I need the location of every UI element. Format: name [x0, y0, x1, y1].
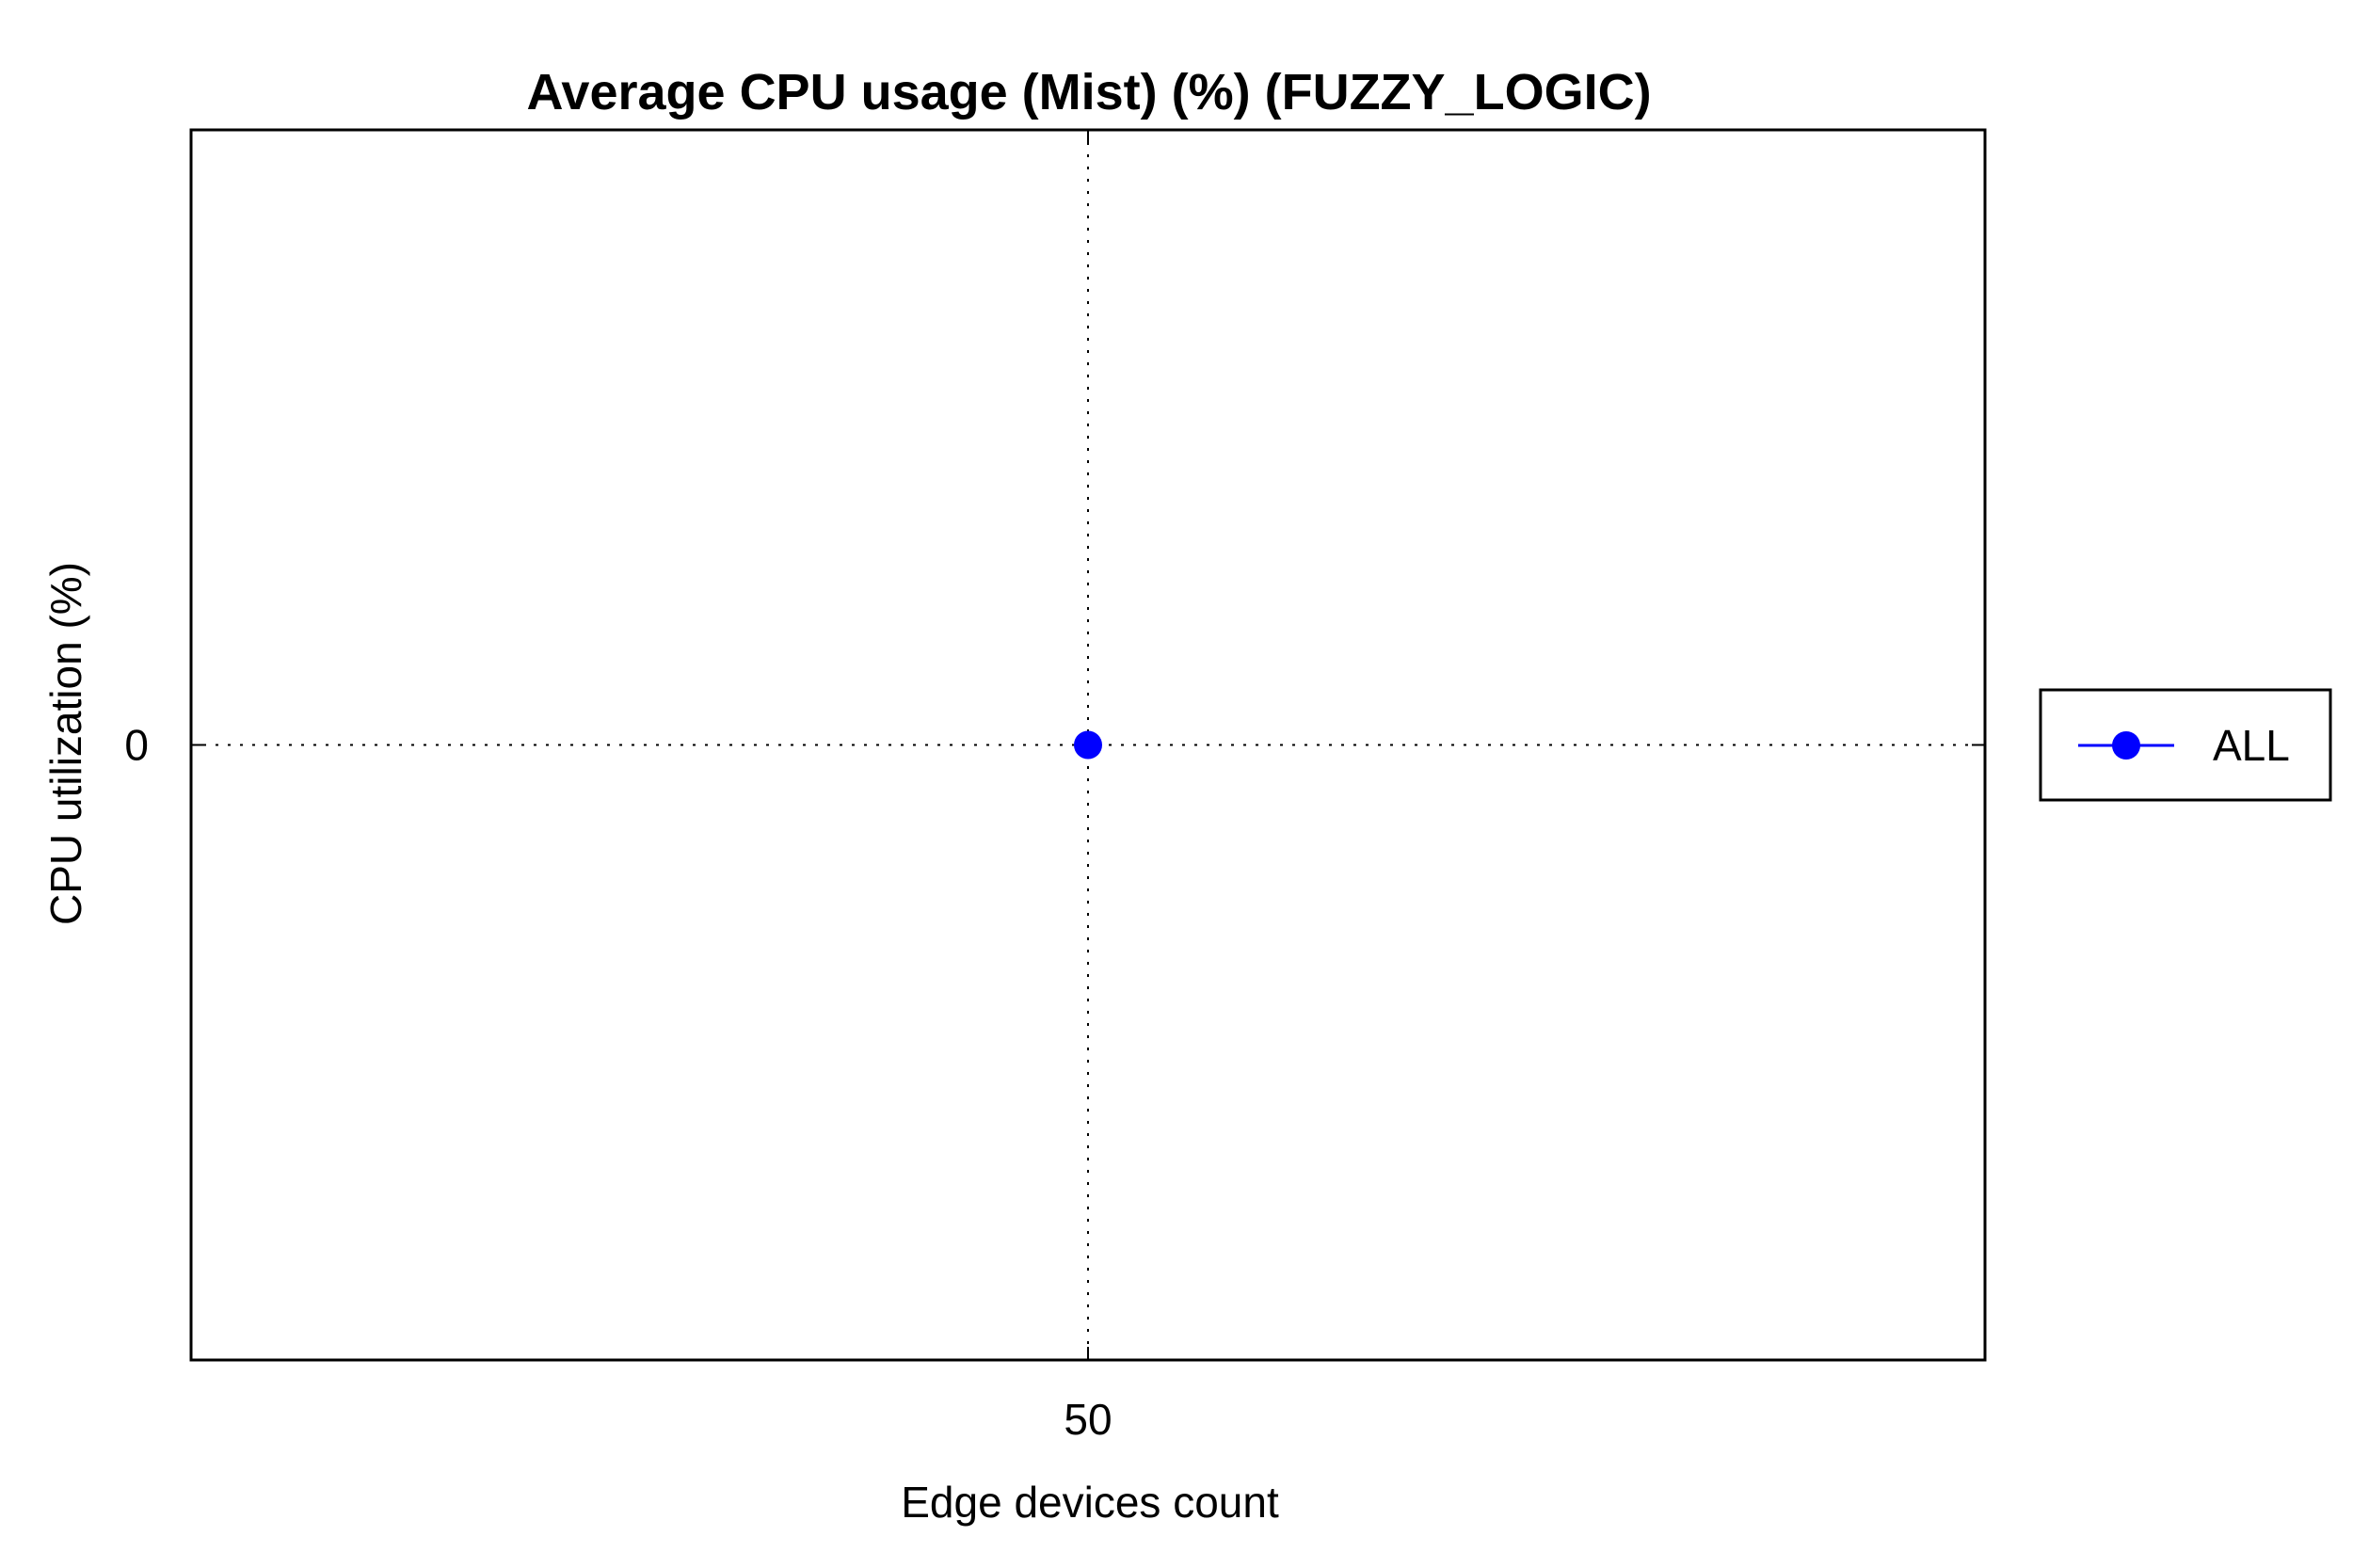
grid-lines	[191, 130, 1985, 1360]
legend-marker	[2112, 731, 2140, 760]
legend-label-all: ALL	[2213, 721, 2290, 770]
legend: ALL	[2039, 688, 2332, 802]
x-axis-label: Edge devices count	[901, 1478, 1279, 1527]
axis-ticks: 50 0	[124, 130, 1985, 1444]
data-point	[1074, 730, 1102, 760]
y-tick-label: 0	[124, 721, 149, 770]
series-layer	[1074, 730, 1102, 760]
y-axis-label: CPU utilization (%)	[41, 562, 90, 925]
chart-title: Average CPU usage (Mist) (%) (FUZZY_LOGI…	[526, 64, 1651, 120]
x-tick-label: 50	[1064, 1395, 1112, 1444]
